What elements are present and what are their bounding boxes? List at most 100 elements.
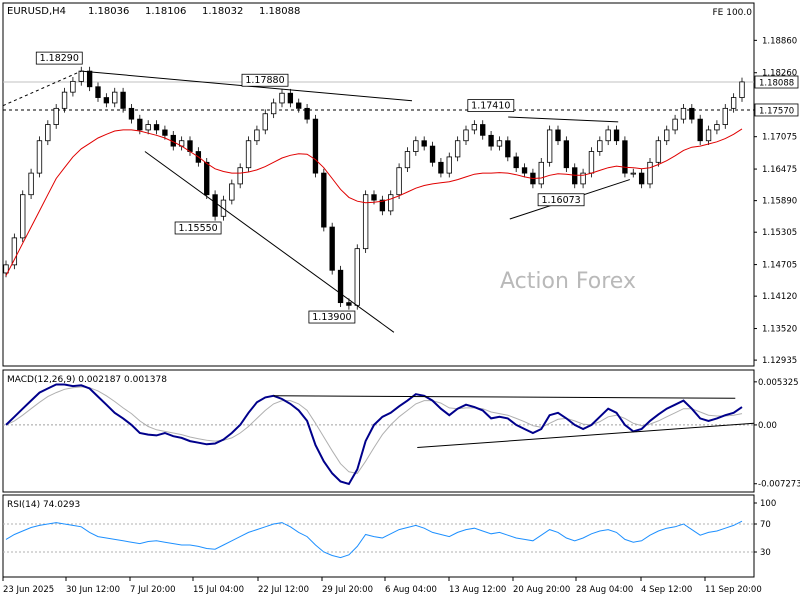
time-tick-label: 30 Jun 12:00: [66, 585, 120, 595]
candle: [262, 109, 268, 135]
candle-body: [162, 129, 168, 136]
candle-body: [296, 102, 302, 109]
candle: [254, 125, 260, 146]
symbol-header: EURUSD,H4: [7, 6, 66, 17]
candle-body: [429, 145, 436, 163]
candle: [680, 104, 687, 124]
header-close: 1.18088: [259, 6, 300, 17]
candle-body: [270, 102, 277, 115]
candle-body: [204, 161, 210, 196]
candle: [714, 120, 720, 135]
candle-body: [488, 134, 494, 147]
candle-body: [413, 140, 419, 152]
candle: [638, 168, 645, 189]
macd-marks: [3, 383, 755, 486]
candle: [538, 158, 544, 189]
candle-body: [505, 140, 511, 158]
price-tick-label: 1.14705: [762, 261, 797, 271]
macd-panel: MACD(12,26,9) 0.002187 0.001378 0.005325…: [2, 369, 800, 493]
rsi-panel: RSI(14) 74.0293 100 70 30: [2, 494, 776, 578]
price-annotation: 1.17880: [241, 73, 289, 87]
time-axis: 23 Jun 2025 30 Jun 12:00 7 Jul 20:00 15 Jul…: [2, 577, 762, 595]
candle-body: [86, 70, 93, 88]
price-tick-label: 1.13520: [762, 325, 797, 335]
time-tick-label: 4 Sep 12:00: [641, 585, 692, 595]
candle-body: [245, 140, 252, 169]
candle-body: [128, 107, 135, 120]
candle: [245, 136, 252, 173]
time-tick-label: 23 Jun 2025: [3, 585, 54, 595]
price-annotation: 1.13900: [308, 310, 356, 324]
candle: [153, 120, 160, 135]
candle-body: [354, 248, 360, 306]
candle: [354, 244, 360, 310]
candle-body: [53, 107, 59, 125]
candle-body: [622, 140, 628, 174]
candle: [229, 179, 235, 205]
candle-body: [45, 124, 51, 142]
candle: [505, 136, 511, 162]
candle-body: [664, 129, 670, 142]
candle: [622, 136, 628, 178]
candle-body: [70, 80, 76, 93]
candle: [70, 77, 76, 97]
annotation-label: 1.15550: [178, 223, 217, 234]
annotation-box: [467, 99, 515, 113]
annotation-box: [537, 193, 585, 207]
level-price-box: [754, 103, 799, 117]
fe-label: FE 100.0: [713, 8, 753, 18]
candle: [61, 87, 68, 113]
candle: [362, 190, 369, 253]
candle: [647, 158, 653, 189]
candle-body: [153, 124, 160, 131]
candle: [128, 104, 135, 124]
candle: [429, 141, 436, 167]
annotation-label: 1.17880: [245, 75, 284, 86]
candle-body: [78, 70, 84, 82]
candle-body: [697, 118, 703, 142]
candle-body: [212, 194, 218, 217]
candle-body: [229, 183, 235, 201]
candle-body: [588, 151, 595, 174]
candle: [572, 163, 578, 189]
rsi-line: [5, 520, 743, 559]
candle-body: [555, 129, 561, 142]
candle: [480, 120, 486, 140]
rsi-marks: [3, 520, 754, 559]
candle-body: [597, 140, 603, 152]
price-tick-label: 1.16475: [762, 165, 797, 175]
candle-body: [404, 151, 411, 169]
candle-body: [137, 118, 143, 131]
candle: [655, 136, 662, 167]
candle: [337, 265, 344, 307]
candle-body: [421, 140, 427, 147]
candle: [396, 163, 402, 200]
candle: [438, 158, 444, 178]
candle: [630, 168, 636, 178]
candle: [379, 195, 386, 216]
price-tick-label: 1.18860: [762, 36, 797, 46]
price-tick-label: 1.18260: [762, 69, 797, 79]
candle-body: [446, 156, 452, 174]
macd-line: [5, 383, 743, 486]
candle-body: [346, 302, 352, 306]
annotation-box: [308, 310, 356, 324]
candle: [3, 260, 9, 278]
candle: [597, 136, 603, 156]
dashed-trendline: [2, 70, 82, 107]
candle: [730, 93, 737, 113]
candle-body: [396, 167, 402, 196]
candle: [20, 190, 26, 243]
candle: [488, 131, 494, 151]
candle-body: [11, 237, 18, 266]
current-price-label: 1.18088: [759, 79, 794, 89]
candle: [162, 125, 168, 140]
candle: [329, 222, 335, 275]
candle: [95, 82, 101, 102]
macd-upper-trendline: [273, 395, 736, 399]
time-tick-label: 28 Aug 04:00: [576, 585, 633, 595]
annotation-box: [241, 73, 289, 87]
candle-body: [337, 269, 344, 304]
level-price-label: 1.17570: [759, 106, 794, 116]
candle: [605, 125, 611, 146]
